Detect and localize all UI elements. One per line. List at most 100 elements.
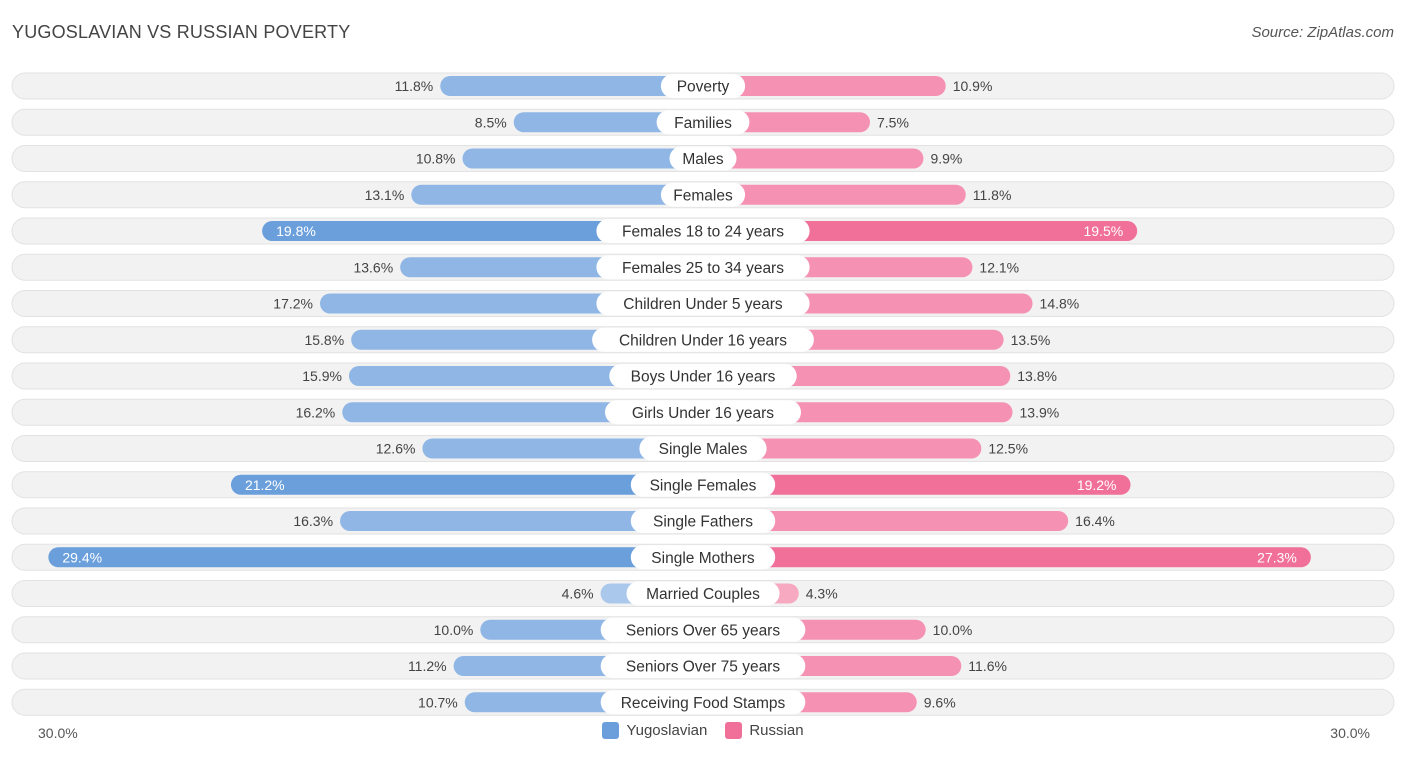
category-label-families: Families <box>674 115 732 132</box>
value-label-yugoslavian-single-males: 12.6% <box>376 441 416 457</box>
value-label-yugoslavian-families: 8.5% <box>475 114 507 130</box>
value-label-russian-females-18-to-24-years: 19.5% <box>1083 223 1123 239</box>
category-pill-girls-under-16-years <box>605 400 801 425</box>
category-pill-married-couples <box>626 581 780 606</box>
bar-russian-single-mothers <box>703 547 1311 568</box>
category-pill-boys-under-16-years <box>609 364 797 388</box>
bar-russian-single-fathers <box>703 511 1069 531</box>
category-pill-children-under-5-years <box>596 291 810 316</box>
value-label-russian-single-males: 12.5% <box>988 441 1028 457</box>
bar-yugoslavian-females <box>411 184 703 205</box>
chart-title: YUGOSLAVIAN VS RUSSIAN POVERTY <box>12 22 351 42</box>
axis-right-label: 30.0% <box>1330 725 1370 741</box>
category-label-children-under-5-years: Children Under 5 years <box>623 296 783 313</box>
category-label-males: Males <box>682 151 724 168</box>
legend-item-russian[interactable]: Russian <box>725 722 804 739</box>
category-pill-single-females <box>630 472 776 497</box>
bar-russian-poverty <box>703 76 946 96</box>
value-label-russian-boys-under-16-years: 13.8% <box>1017 368 1057 384</box>
category-label-single-males: Single Males <box>659 441 748 458</box>
bar-yugoslavian-single-fathers <box>340 511 703 531</box>
bar-russian-single-females <box>703 474 1131 495</box>
category-pill-poverty <box>660 74 746 98</box>
category-pill-females-25-to-34-years <box>596 255 810 280</box>
category-label-girls-under-16-years: Girls Under 16 years <box>632 405 774 422</box>
category-label-married-couples: Married Couples <box>646 586 760 603</box>
category-pill-females-18-to-24-years <box>596 219 810 243</box>
category-label-poverty: Poverty <box>677 79 730 96</box>
legend-swatch-russian <box>725 722 743 739</box>
value-label-russian-children-under-5-years: 14.8% <box>1040 296 1080 312</box>
bar-yugoslavian-single-females <box>230 474 704 495</box>
value-label-yugoslavian-females: 13.1% <box>365 187 405 203</box>
value-label-russian-females-25-to-34-years: 12.1% <box>979 259 1019 275</box>
value-label-russian-families: 7.5% <box>877 114 909 130</box>
value-label-russian-girls-under-16-years: 13.9% <box>1020 404 1060 420</box>
category-label-females-25-to-34-years: Females 25 to 34 years <box>622 260 784 277</box>
value-label-yugoslavian-seniors-over-65-years: 10.0% <box>434 622 474 638</box>
bar-yugoslavian-families <box>513 112 703 133</box>
value-label-yugoslavian-children-under-16-years: 15.8% <box>304 332 344 348</box>
bar-russian-females-18-to-24-years <box>703 221 1138 241</box>
category-label-females: Females <box>673 187 733 204</box>
bar-yugoslavian-males <box>462 148 703 169</box>
legend: Yugoslavian Russian <box>0 722 1406 739</box>
legend-label-russian: Russian <box>749 722 804 739</box>
category-pill-seniors-over-65-years <box>600 617 806 642</box>
value-label-yugoslavian-seniors-over-75-years: 11.2% <box>408 658 447 674</box>
legend-label-yugoslavian: Yugoslavian <box>626 722 708 739</box>
bar-yugoslavian-poverty <box>440 76 703 96</box>
bar-russian-single-males <box>703 438 982 459</box>
value-label-yugoslavian-single-females: 21.2% <box>245 477 285 493</box>
category-pill-receiving-food-stamps <box>600 690 806 715</box>
value-label-yugoslavian-females-25-to-34-years: 13.6% <box>353 259 393 275</box>
value-label-yugoslavian-females-18-to-24-years: 19.8% <box>276 223 316 239</box>
value-label-yugoslavian-girls-under-16-years: 16.2% <box>296 404 336 420</box>
value-label-russian-single-fathers: 16.4% <box>1075 513 1115 529</box>
category-label-receiving-food-stamps: Receiving Food Stamps <box>621 695 786 712</box>
legend-item-yugoslavian[interactable]: Yugoslavian <box>602 722 707 739</box>
value-label-yugoslavian-males: 10.8% <box>416 151 456 167</box>
category-label-single-females: Single Females <box>650 477 757 494</box>
value-label-yugoslavian-single-mothers: 29.4% <box>62 549 102 565</box>
value-label-russian-single-females: 19.2% <box>1077 477 1117 493</box>
value-label-yugoslavian-married-couples: 4.6% <box>562 586 594 602</box>
value-label-yugoslavian-boys-under-16-years: 15.9% <box>302 368 342 384</box>
bar-yugoslavian-single-males <box>422 438 703 459</box>
axis-left-label: 30.0% <box>38 725 78 741</box>
value-label-yugoslavian-single-fathers: 16.3% <box>293 513 333 529</box>
category-pill-males <box>669 146 737 171</box>
value-label-yugoslavian-poverty: 11.8% <box>395 78 434 94</box>
value-label-russian-poverty: 10.9% <box>953 78 993 94</box>
category-label-females-18-to-24-years: Females 18 to 24 years <box>622 224 784 241</box>
legend-swatch-yugoslavian <box>602 722 620 739</box>
category-label-single-mothers: Single Mothers <box>651 550 755 567</box>
category-pill-females <box>660 182 746 207</box>
bar-yugoslavian-females-18-to-24-years <box>262 221 703 241</box>
bar-yugoslavian-single-mothers <box>48 547 704 568</box>
category-pill-single-mothers <box>630 545 776 570</box>
value-label-russian-males: 9.9% <box>930 151 962 167</box>
category-pill-single-males <box>639 436 767 461</box>
value-label-yugoslavian-receiving-food-stamps: 10.7% <box>418 694 458 710</box>
category-pill-seniors-over-75-years <box>600 654 806 678</box>
category-label-seniors-over-75-years: Seniors Over 75 years <box>626 659 780 676</box>
value-label-russian-females: 11.8% <box>973 187 1012 203</box>
value-label-russian-single-mothers: 27.3% <box>1257 549 1297 565</box>
bar-russian-males <box>703 148 924 169</box>
category-pill-children-under-16-years <box>592 327 814 352</box>
value-label-russian-married-couples: 4.3% <box>806 586 838 602</box>
category-pill-single-fathers <box>630 509 776 533</box>
value-label-russian-children-under-16-years: 13.5% <box>1011 332 1051 348</box>
category-label-boys-under-16-years: Boys Under 16 years <box>631 369 776 386</box>
value-label-russian-seniors-over-65-years: 10.0% <box>933 622 973 638</box>
category-label-single-fathers: Single Fathers <box>653 514 753 531</box>
value-label-russian-seniors-over-75-years: 11.6% <box>968 658 1007 674</box>
value-label-russian-receiving-food-stamps: 9.6% <box>924 694 956 710</box>
value-label-yugoslavian-children-under-5-years: 17.2% <box>273 296 313 312</box>
category-label-seniors-over-65-years: Seniors Over 65 years <box>626 622 780 639</box>
source-label: Source: ZipAtlas.com <box>1251 24 1394 41</box>
bar-russian-females <box>703 184 966 205</box>
category-pill-families <box>656 110 750 135</box>
